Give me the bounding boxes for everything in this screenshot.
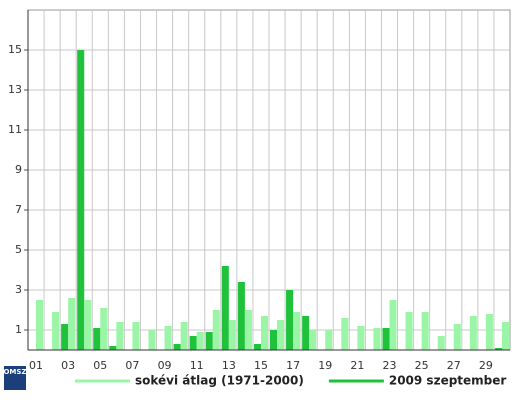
y-tick-label: 3	[15, 283, 22, 296]
x-tick-label: 25	[415, 359, 429, 372]
logo-box	[4, 366, 26, 390]
bar	[453, 324, 461, 350]
bar	[84, 300, 92, 350]
bar	[100, 308, 108, 350]
bar	[357, 326, 365, 350]
x-tick-label: 01	[29, 359, 43, 372]
bar	[77, 50, 85, 350]
x-tick-label: 15	[254, 359, 268, 372]
x-tick-label: 27	[447, 359, 461, 372]
bar	[373, 328, 381, 350]
bar	[205, 332, 213, 350]
x-tick-label: 05	[93, 359, 107, 372]
x-tick-label: 23	[383, 359, 397, 372]
logo-text: OMSZ	[3, 368, 26, 376]
y-tick-label: 15	[8, 43, 22, 56]
legend-label: sokévi átlag (1971-2000)	[135, 374, 304, 388]
bar	[389, 300, 397, 350]
bar	[36, 300, 44, 350]
bar	[93, 328, 101, 350]
bar	[501, 322, 509, 350]
bar	[253, 344, 261, 350]
bar	[341, 318, 349, 350]
logo: OMSZ	[3, 366, 27, 390]
bar	[132, 322, 140, 350]
x-tick-label: 03	[61, 359, 75, 372]
bar	[277, 320, 285, 350]
x-tick-label: 11	[190, 359, 204, 372]
bar	[109, 346, 117, 350]
y-tick-label: 9	[15, 163, 22, 176]
bar	[180, 322, 188, 350]
bar	[148, 330, 156, 350]
bar	[286, 290, 294, 350]
x-tick-label: 07	[125, 359, 139, 372]
bar	[52, 312, 60, 350]
bar	[485, 314, 493, 350]
bar	[61, 324, 69, 350]
bar	[237, 282, 245, 350]
x-tick-label: 17	[286, 359, 300, 372]
bar	[221, 266, 229, 350]
bar	[270, 330, 278, 350]
bar	[302, 316, 310, 350]
bar	[469, 316, 477, 350]
y-tick-label: 1	[15, 323, 22, 336]
x-tick-label: 21	[350, 359, 364, 372]
bar	[382, 328, 390, 350]
bar	[325, 330, 333, 350]
bar	[244, 310, 252, 350]
x-tick-label: 13	[222, 359, 236, 372]
legend-label: 2009 szeptember	[389, 374, 507, 388]
bar	[421, 312, 429, 350]
bar	[494, 348, 502, 350]
x-tick-label: 29	[479, 359, 493, 372]
bar	[293, 312, 301, 350]
bar	[405, 312, 413, 350]
bar	[196, 332, 204, 350]
x-tick-label: 19	[318, 359, 332, 372]
bar	[68, 298, 76, 350]
bar	[116, 322, 124, 350]
x-tick-label: 09	[158, 359, 172, 372]
bar	[212, 310, 220, 350]
y-tick-label: 11	[8, 123, 22, 136]
y-tick-label: 7	[15, 203, 22, 216]
bar	[189, 336, 197, 350]
bar	[164, 326, 172, 350]
bar	[437, 336, 445, 350]
bar	[173, 344, 181, 350]
y-tick-label: 13	[8, 83, 22, 96]
bar	[309, 330, 317, 350]
bar	[228, 320, 236, 350]
y-tick-label: 5	[15, 243, 22, 256]
bar	[260, 316, 268, 350]
